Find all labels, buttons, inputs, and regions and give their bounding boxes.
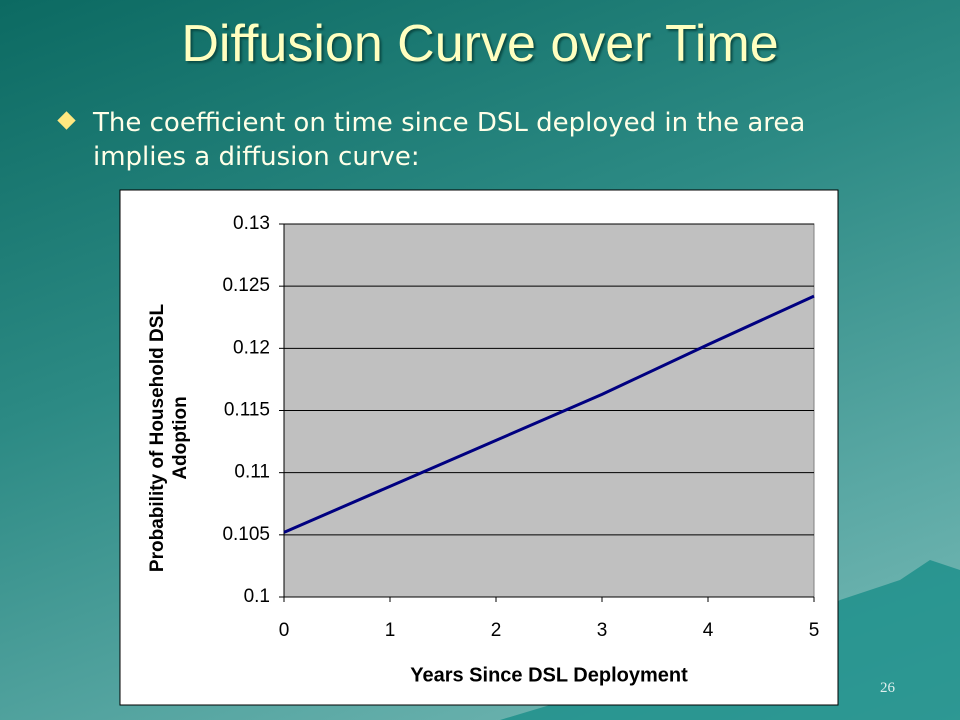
x-axis-label: Years Since DSL Deployment: [410, 664, 688, 686]
x-tick-label: 5: [809, 620, 820, 641]
page-number: 26: [880, 680, 895, 696]
y-tick-label: 0.115: [224, 400, 270, 421]
y-tick-label: 0.105: [222, 524, 270, 545]
mountain: [500, 560, 960, 720]
y-tick-label: 0.12: [233, 337, 270, 358]
y-axis-label: Probability of Household DSL: [147, 304, 168, 573]
x-tick-label: 1: [385, 620, 396, 641]
slide-title: Diffusion Curve over Time: [181, 15, 779, 73]
bullet-text: The coefficient on time since DSL deploy…: [93, 108, 806, 172]
data-line: [283, 294, 815, 534]
y-tick-label: 0.125: [222, 275, 270, 296]
x-tick-label: 3: [597, 620, 608, 641]
x-tick-label: 0: [279, 620, 290, 641]
x-tick-label: 4: [703, 620, 714, 641]
y-tick-label: 0.13: [233, 213, 270, 234]
y-tick-label: 0.1: [244, 586, 270, 607]
x-tick-label: 2: [491, 620, 502, 641]
y-axis-label: Adoption: [170, 396, 191, 479]
y-tick-label: 0.11: [234, 462, 270, 483]
